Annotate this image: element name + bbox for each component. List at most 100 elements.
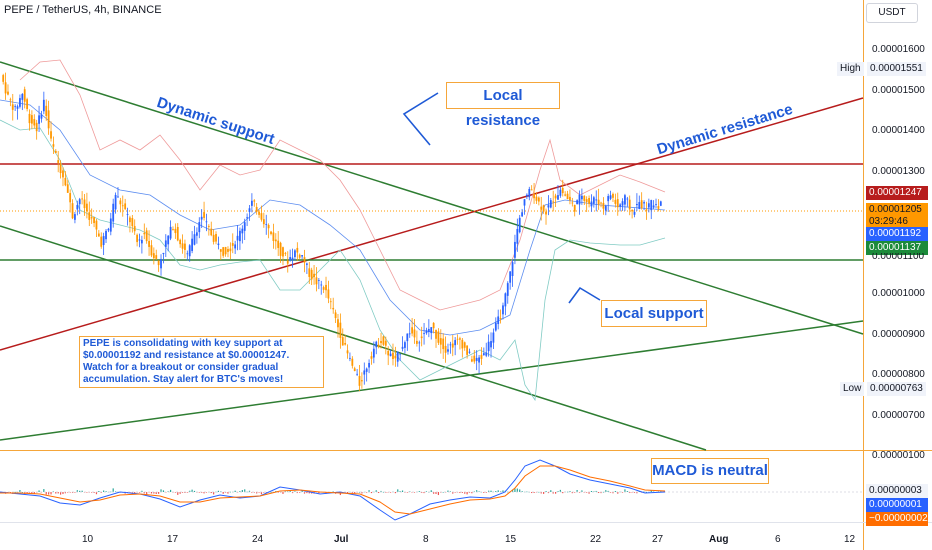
candle-body: [341, 337, 344, 346]
candle-body: [609, 195, 612, 199]
candle-body: [621, 201, 624, 206]
candle-body: [303, 257, 306, 263]
macd-histogram-bar: [141, 490, 143, 492]
currency-button[interactable]: USDT: [866, 3, 918, 23]
candle-body: [88, 212, 91, 220]
candle-body: [640, 200, 643, 209]
dynamic-resistance-line[interactable]: [0, 97, 864, 351]
candle-body: [583, 195, 586, 201]
macd-histogram-bar: [547, 492, 550, 494]
low-value-tag: 0.00000763: [867, 382, 926, 396]
macd-histogram-bar: [93, 492, 95, 493]
candle-body: [262, 219, 265, 225]
candle-body: [614, 199, 617, 204]
candle-body: [21, 93, 24, 100]
candle-body: [404, 342, 406, 348]
candle-body: [451, 343, 454, 348]
candle-body: [561, 187, 564, 194]
macd-histogram-bar: [559, 489, 561, 492]
candle-body: [389, 353, 392, 357]
macd-histogram-bar: [521, 491, 523, 492]
macd-histogram-bar: [289, 490, 291, 492]
candle-body: [349, 357, 351, 359]
macd-histogram-bar: [471, 492, 473, 494]
candle-body: [456, 338, 459, 340]
macd-histogram-bar: [423, 492, 425, 494]
macd-histogram-bar: [576, 490, 578, 492]
macd-histogram-bar: [454, 492, 456, 493]
lower-downtrend-line[interactable]: [0, 225, 707, 451]
candle-body: [413, 329, 416, 338]
candle-body: [248, 208, 251, 212]
candle-body: [619, 204, 622, 207]
macd-histogram-bar: [461, 492, 463, 493]
candle-body: [499, 318, 502, 319]
candle-body: [164, 240, 167, 247]
time-label-22: 22: [590, 534, 602, 545]
macd-histogram-bar: [217, 490, 220, 492]
macd-histogram-bar: [100, 492, 102, 493]
candle-body: [487, 341, 490, 352]
macd-histogram-bar: [162, 490, 165, 492]
long-uptrend-support-line[interactable]: [0, 320, 864, 441]
macd-histogram-bar: [485, 492, 487, 493]
candle-body: [117, 196, 119, 198]
macd-histogram-bar: [430, 490, 432, 492]
candle-body: [411, 327, 414, 334]
macd-histogram-bar: [43, 489, 45, 492]
candle-body: [530, 189, 533, 191]
candle-body: [643, 202, 645, 204]
candle-body: [380, 340, 382, 344]
macd-histogram-bar: [540, 492, 542, 494]
candle-body: [272, 232, 275, 241]
macd-histogram-bar: [95, 492, 98, 495]
candle-body: [552, 201, 555, 203]
candle-body: [129, 217, 131, 223]
candle-body: [40, 114, 43, 119]
candle-body: [109, 218, 112, 232]
candle-body: [274, 239, 277, 242]
candle-body: [655, 204, 657, 205]
candle-body: [626, 198, 629, 200]
candle-body: [344, 343, 347, 345]
candle-body: [521, 212, 524, 217]
candle-body: [97, 233, 100, 237]
macd-histogram-bar: [557, 491, 559, 492]
candle-body: [282, 247, 284, 257]
candle-body: [540, 206, 543, 210]
candle-body: [284, 252, 287, 254]
candle-body: [645, 209, 648, 211]
candle-body: [322, 287, 325, 290]
macd-histogram-bar: [452, 492, 454, 494]
candle-body: [415, 340, 418, 344]
macd-histogram-bar: [86, 492, 88, 493]
macd-histogram-bar: [186, 492, 188, 493]
candle-body: [566, 193, 569, 200]
macd-histogram-bar: [33, 492, 35, 494]
macd-histogram-bar: [442, 491, 444, 493]
candle-body: [62, 170, 64, 178]
macd-histogram-bar: [253, 492, 255, 493]
moving-average-tag: 0.00001137: [866, 241, 928, 255]
support-price-tag: 0.00001192: [866, 227, 928, 241]
candle-body: [523, 199, 526, 206]
local-support-text: Local support: [604, 305, 704, 322]
candle-body: [657, 206, 660, 209]
macd-histogram-bar: [146, 492, 148, 495]
macd-histogram-bar: [248, 490, 251, 492]
macd-histogram-bar: [626, 491, 628, 492]
macd-histogram-bar: [468, 492, 471, 493]
time-label-15: 15: [505, 534, 517, 545]
candle-body: [377, 344, 380, 347]
candle-body: [329, 301, 332, 303]
macd-histogram-bar: [574, 492, 576, 493]
candle-body: [607, 196, 610, 202]
candle-body: [11, 104, 14, 110]
candle-body: [327, 289, 330, 299]
upper-downtrend-line[interactable]: [0, 61, 864, 335]
candle-body: [66, 184, 69, 193]
candle-body: [420, 336, 423, 339]
candle-body: [184, 243, 186, 250]
candle-body: [375, 341, 378, 348]
